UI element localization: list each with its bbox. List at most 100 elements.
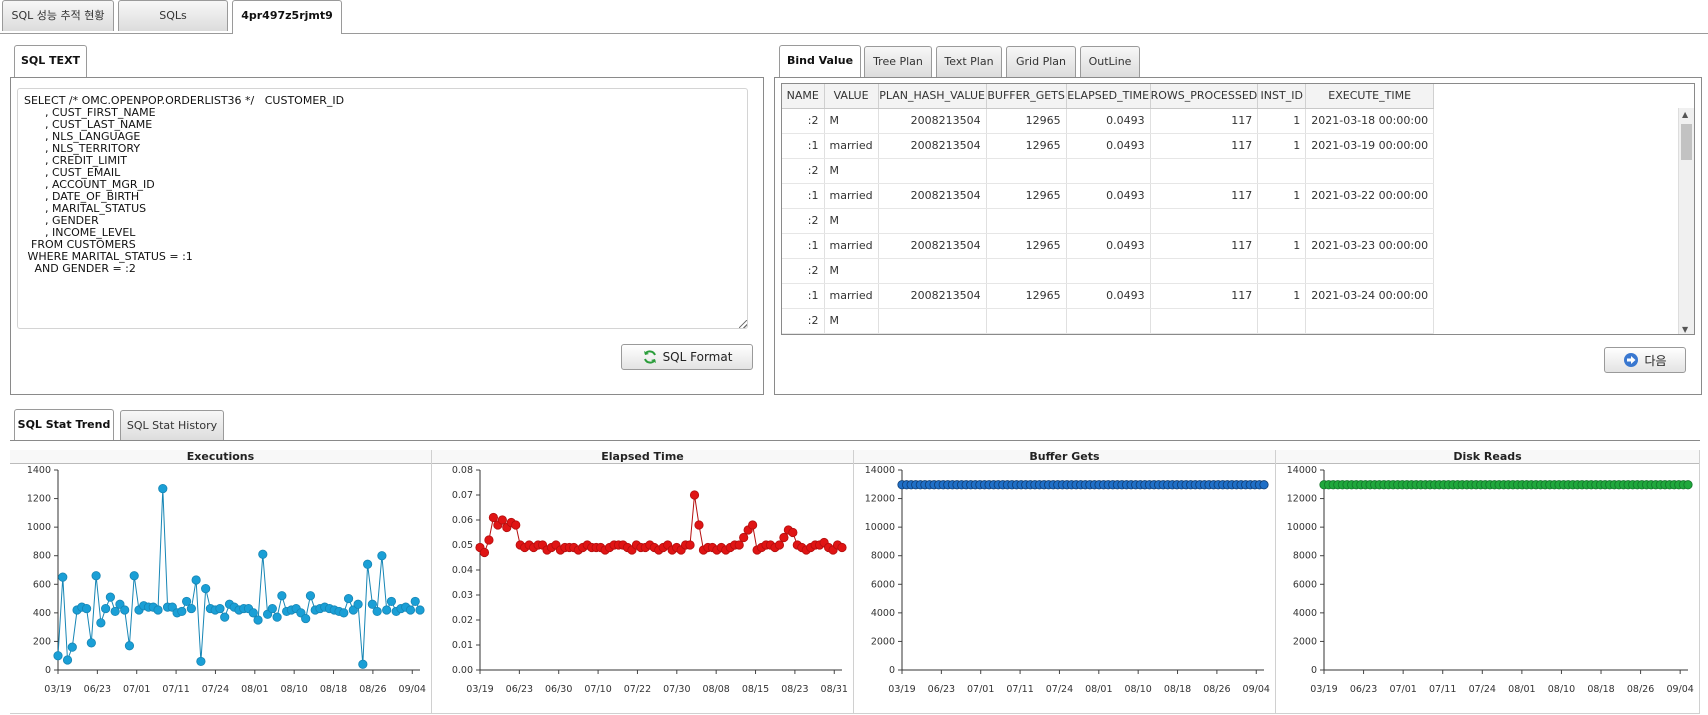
sql-text-area[interactable]: SELECT /* OMC.OPENPOP.ORDERLIST36 */ CUS… bbox=[17, 88, 748, 329]
y-tick-label: 8000 bbox=[1293, 551, 1317, 562]
table-row[interactable]: :2 M bbox=[782, 208, 1435, 234]
table-cell: 2008213504 bbox=[878, 183, 987, 209]
buffer-gets-chart: Buffer Gets 0 2000 4000 6000 8000 10000 12000 1… bbox=[854, 450, 1276, 714]
table-cell: 0.0493 bbox=[1066, 183, 1151, 209]
elapsed-time-plot: 0.00 0.01 0.02 0.03 0.04 0.05 0.06 0.07 0.08 03/1… bbox=[452, 465, 848, 695]
data-point bbox=[837, 542, 847, 553]
data-point bbox=[415, 605, 425, 615]
table-row[interactable]: :1 married 2008213504 12965 0.0493 117 1 2021-0… bbox=[782, 283, 1435, 309]
data-point bbox=[191, 575, 201, 585]
x-tick-label: 03/19 bbox=[888, 684, 915, 695]
column-header[interactable]: PLAN_HASH_VALUE bbox=[878, 84, 987, 109]
table-row[interactable]: :2 M bbox=[782, 308, 1435, 334]
y-tick-label: 0 bbox=[45, 665, 51, 676]
x-tick-label: 08/18 bbox=[1164, 684, 1191, 695]
tab-sql-performance[interactable]: SQL 성능 추적 현황 bbox=[2, 0, 114, 31]
x-tick-label: 08/01 bbox=[1508, 684, 1535, 695]
data-point bbox=[734, 540, 744, 550]
data-point bbox=[305, 591, 316, 601]
tab-sql-text[interactable]: SQL TEXT bbox=[14, 45, 87, 77]
table-cell: 2021-03-18 00:00:00 bbox=[1305, 108, 1435, 134]
table-cell: :1 bbox=[782, 283, 825, 309]
data-point bbox=[363, 559, 373, 569]
x-tick-label: 07/24 bbox=[1046, 684, 1073, 695]
tab-grid-plan[interactable]: Grid Plan bbox=[1006, 46, 1076, 77]
column-header[interactable]: ELAPSED_TIME bbox=[1066, 84, 1151, 109]
table-row[interactable]: :2 M 2008213504 12965 0.0493 117 1 2021-03-18 0… bbox=[782, 108, 1435, 134]
data-point bbox=[739, 532, 749, 543]
data-point bbox=[685, 540, 695, 550]
table-row[interactable]: :1 married 2008213504 12965 0.0493 117 1 2021-0… bbox=[782, 133, 1435, 159]
table-cell: married bbox=[824, 233, 879, 259]
data-point bbox=[343, 593, 354, 604]
grid-scrollbar[interactable]: ▲ ▼ bbox=[1678, 108, 1694, 334]
series-line bbox=[57, 488, 421, 665]
data-point bbox=[91, 571, 101, 581]
x-tick-label: 07/01 bbox=[967, 684, 994, 695]
x-tick-label: 09/04 bbox=[1243, 684, 1270, 695]
column-header[interactable]: ROWS_PROCESSED bbox=[1150, 84, 1259, 109]
column-header[interactable]: INST_ID bbox=[1257, 84, 1307, 109]
tab-sql-id[interactable]: 4pr497z5rjmt9 bbox=[232, 0, 342, 34]
x-tick-label: 07/01 bbox=[123, 684, 150, 695]
table-row[interactable]: :1 married 2008213504 12965 0.0493 117 1 2021-0… bbox=[782, 183, 1435, 209]
next-label: 다음 bbox=[1644, 353, 1667, 368]
table-cell: M bbox=[824, 158, 879, 184]
data-point bbox=[53, 651, 63, 661]
y-tick-label: 1400 bbox=[27, 465, 51, 476]
data-point bbox=[153, 605, 163, 615]
scroll-thumb[interactable] bbox=[1681, 124, 1692, 160]
table-row[interactable]: :2 M bbox=[782, 258, 1435, 284]
x-tick-label: 08/18 bbox=[1587, 684, 1614, 695]
table-row[interactable]: :1 married 2008213504 12965 0.0493 117 1 2021-0… bbox=[782, 233, 1435, 259]
tab-bind-value[interactable]: Bind Value bbox=[779, 45, 861, 77]
table-row[interactable]: :2 M bbox=[782, 158, 1435, 184]
table-cell bbox=[1150, 308, 1259, 334]
table-cell: :1 bbox=[782, 133, 825, 159]
table-cell: :2 bbox=[782, 308, 825, 334]
y-tick-label: 0.06 bbox=[452, 515, 473, 526]
resize-grip-icon[interactable] bbox=[739, 320, 747, 328]
data-point bbox=[353, 599, 363, 609]
table-cell: 117 bbox=[1150, 108, 1259, 134]
tab-outline[interactable]: OutLine bbox=[1080, 46, 1140, 77]
x-tick-label: 08/01 bbox=[241, 684, 268, 695]
x-tick-label: 07/11 bbox=[1006, 684, 1033, 695]
x-tick-label: 06/23 bbox=[1350, 684, 1377, 695]
x-tick-label: 06/23 bbox=[84, 684, 111, 695]
bind-value-table: NAME VALUE PLAN_HASH_VALUE BUFFER_GETS ELAPS… bbox=[782, 84, 1435, 334]
y-tick-label: 12000 bbox=[1287, 494, 1317, 505]
y-tick-label: 10000 bbox=[865, 522, 895, 533]
data-point bbox=[124, 641, 135, 651]
y-tick-label: 10000 bbox=[1287, 522, 1317, 533]
table-cell: :2 bbox=[782, 208, 825, 234]
scroll-down-icon[interactable]: ▼ bbox=[1682, 325, 1689, 334]
table-header: NAME VALUE PLAN_HASH_VALUE BUFFER_GETS ELAPS… bbox=[782, 84, 1435, 109]
arrow-right-icon bbox=[1624, 353, 1639, 367]
sql-format-button[interactable]: SQL Format bbox=[621, 344, 753, 370]
table-cell: :2 bbox=[782, 258, 825, 284]
tab-sqls[interactable]: SQLs bbox=[118, 0, 228, 31]
table-cell: 2021-03-23 00:00:00 bbox=[1305, 233, 1435, 259]
scroll-up-icon[interactable]: ▲ bbox=[1682, 110, 1689, 119]
data-point bbox=[372, 606, 382, 617]
tab-text-plan[interactable]: Text Plan bbox=[936, 46, 1002, 77]
table-cell: M bbox=[824, 208, 879, 234]
table-cell: 117 bbox=[1150, 283, 1259, 309]
data-point bbox=[339, 608, 349, 618]
x-tick-label: 08/18 bbox=[320, 684, 347, 695]
column-header[interactable]: NAME bbox=[782, 84, 825, 109]
next-button[interactable]: 다음 bbox=[1604, 347, 1686, 373]
table-cell bbox=[1257, 208, 1307, 234]
data-point bbox=[484, 535, 494, 545]
data-point bbox=[748, 520, 758, 530]
tab-tree-plan[interactable]: Tree Plan bbox=[864, 46, 932, 77]
tab-sql-stat-trend[interactable]: SQL Stat Trend bbox=[14, 409, 114, 441]
x-tick-label: 07/24 bbox=[202, 684, 229, 695]
column-header[interactable]: VALUE bbox=[824, 84, 879, 109]
column-header[interactable]: BUFFER_GETS bbox=[986, 84, 1067, 109]
column-header[interactable]: EXECUTE_TIME bbox=[1305, 84, 1435, 109]
data-point bbox=[67, 642, 77, 652]
tab-sql-stat-history[interactable]: SQL Stat History bbox=[120, 410, 224, 441]
x-tick-label: 06/23 bbox=[506, 684, 533, 695]
